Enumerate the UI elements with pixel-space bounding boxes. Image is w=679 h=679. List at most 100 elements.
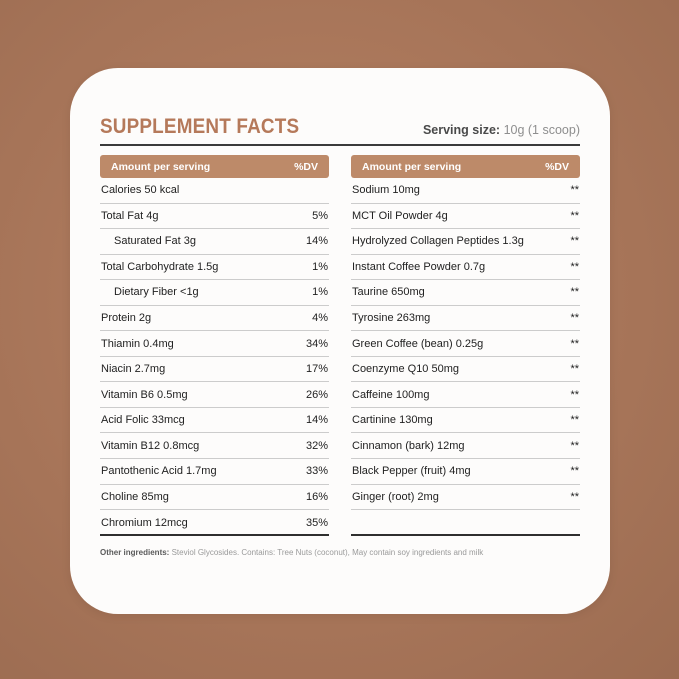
nutrient-label: Saturated Fat 3g bbox=[114, 235, 196, 248]
table-row: Hydrolyzed Collagen Peptides 1.3g ** bbox=[351, 229, 580, 255]
nutrient-label: Vitamin B6 0.5mg bbox=[101, 388, 188, 401]
table-row: Instant Coffee Powder 0.7g ** bbox=[351, 255, 580, 281]
table-row: Niacin 2.7mg 17% bbox=[100, 357, 329, 383]
table-row: Total Fat 4g 5% bbox=[100, 204, 329, 230]
table-row: Vitamin B6 0.5mg 26% bbox=[100, 382, 329, 408]
column-header-dv: %DV bbox=[294, 160, 318, 173]
nutrient-label: Dietary Fiber <1g bbox=[114, 286, 199, 299]
table-row: Pantothenic Acid 1.7mg 33% bbox=[100, 459, 329, 485]
other-ingredients-text: Steviol Glycosides. Contains: Tree Nuts … bbox=[171, 548, 484, 557]
facts-tables: Amount per serving %DV Calories 50 kcal T… bbox=[100, 155, 580, 536]
table-row: Caffeine 100mg ** bbox=[351, 382, 580, 408]
table-row: Tyrosine 263mg ** bbox=[351, 306, 580, 332]
nutrient-label: Pantothenic Acid 1.7mg bbox=[101, 465, 217, 478]
dv-value: ** bbox=[570, 286, 579, 299]
facts-table-left: Amount per serving %DV Calories 50 kcal T… bbox=[100, 155, 329, 536]
dv-value: 1% bbox=[312, 260, 328, 273]
dv-value: ** bbox=[570, 363, 579, 376]
table-body-right: Sodium 10mg ** MCT Oil Powder 4g ** Hydrolyz… bbox=[351, 178, 580, 536]
facts-table-right: Amount per serving %DV Sodium 10mg ** MCT … bbox=[351, 155, 580, 536]
dv-value: ** bbox=[570, 490, 579, 503]
table-row: Green Coffee (bean) 0.25g ** bbox=[351, 331, 580, 357]
nutrient-label: Chromium 12mcg bbox=[101, 516, 188, 529]
table-row: Calories 50 kcal bbox=[100, 178, 329, 204]
table-row: Sodium 10mg ** bbox=[351, 178, 580, 204]
nutrient-label: Ginger (root) 2mg bbox=[352, 490, 439, 503]
serving-size-value: 10g (1 scoop) bbox=[503, 122, 580, 137]
nutrient-label: Protein 2g bbox=[101, 312, 152, 324]
table-row: Thiamin 0.4mg 34% bbox=[100, 331, 329, 357]
dv-value: ** bbox=[570, 235, 579, 248]
table-row: Total Carbohydrate 1.5g 1% bbox=[100, 255, 329, 281]
supplement-facts-card: SUPPLEMENT FACTS Serving size: 10g (1 sc… bbox=[70, 68, 610, 614]
column-header-amount: Amount per serving bbox=[111, 160, 211, 173]
dv-value: ** bbox=[570, 184, 579, 197]
nutrient-label: Caffeine 100mg bbox=[352, 388, 430, 401]
dv-value: 26% bbox=[305, 388, 328, 401]
table-header-left: Amount per serving %DV bbox=[100, 155, 329, 178]
table-header-right: Amount per serving %DV bbox=[351, 155, 580, 178]
table-row: Ginger (root) 2mg ** bbox=[351, 485, 580, 511]
nutrient-label: Vitamin B12 0.8mcg bbox=[101, 439, 200, 452]
dv-value: ** bbox=[570, 465, 579, 478]
nutrient-label: Taurine 650mg bbox=[352, 286, 425, 299]
other-ingredients-label: Other ingredients: bbox=[100, 548, 170, 557]
dv-value: 14% bbox=[305, 235, 328, 248]
dv-value: ** bbox=[570, 439, 579, 452]
dv-value: 32% bbox=[305, 439, 328, 452]
dv-value: 33% bbox=[305, 465, 328, 478]
dv-value: ** bbox=[570, 260, 579, 273]
dv-value: 4% bbox=[312, 312, 328, 324]
column-header-amount: Amount per serving bbox=[362, 160, 462, 173]
label-header: SUPPLEMENT FACTS Serving size: 10g (1 sc… bbox=[100, 116, 580, 146]
nutrient-label: Choline 85mg bbox=[101, 490, 169, 503]
dv-value: 5% bbox=[312, 209, 328, 222]
table-row: Dietary Fiber <1g 1% bbox=[100, 280, 329, 306]
dv-value: 35% bbox=[305, 516, 328, 529]
table-row: Vitamin B12 0.8mcg 32% bbox=[100, 433, 329, 460]
nutrient-label: Total Fat 4g bbox=[101, 209, 159, 222]
table-row: Protein 2g 4% bbox=[100, 306, 329, 332]
dv-value: ** bbox=[570, 209, 579, 222]
nutrient-label: Calories 50 kcal bbox=[101, 184, 180, 197]
nutrient-label: Green Coffee (bean) 0.25g bbox=[352, 337, 484, 350]
table-row: Chromium 12mcg 35% bbox=[100, 510, 329, 536]
nutrient-label: Cartinine 130mg bbox=[352, 414, 433, 427]
table-row: MCT Oil Powder 4g ** bbox=[351, 204, 580, 230]
table-row: Saturated Fat 3g 14% bbox=[100, 229, 329, 255]
dv-value: ** bbox=[570, 312, 579, 324]
dv-value: ** bbox=[570, 337, 579, 350]
page-title: SUPPLEMENT FACTS bbox=[100, 115, 300, 138]
other-ingredients-note: Other ingredients: Steviol Glycosides. C… bbox=[100, 548, 580, 558]
nutrient-label: Coenzyme Q10 50mg bbox=[352, 363, 459, 376]
nutrient-label: Tyrosine 263mg bbox=[352, 312, 431, 324]
dv-value: ** bbox=[570, 388, 579, 401]
nutrient-label: MCT Oil Powder 4g bbox=[352, 209, 448, 222]
nutrient-label: Niacin 2.7mg bbox=[101, 363, 166, 376]
nutrient-label: Black Pepper (fruit) 4mg bbox=[352, 465, 471, 478]
table-body-left: Calories 50 kcal Total Fat 4g 5% Saturated … bbox=[100, 178, 329, 536]
nutrient-label: Instant Coffee Powder 0.7g bbox=[352, 260, 486, 273]
nutrient-label: Thiamin 0.4mg bbox=[101, 337, 174, 350]
table-row: Choline 85mg 16% bbox=[100, 485, 329, 511]
dv-value: 16% bbox=[305, 490, 328, 503]
nutrient-label: Cinnamon (bark) 12mg bbox=[352, 439, 465, 452]
table-row: Cartinine 130mg ** bbox=[351, 408, 580, 434]
nutrient-label: Acid Folic 33mcg bbox=[101, 414, 185, 427]
serving-size-label: Serving size: bbox=[422, 122, 501, 137]
dv-value: ** bbox=[570, 414, 579, 427]
table-row: Cinnamon (bark) 12mg ** bbox=[351, 433, 580, 460]
column-header-dv: %DV bbox=[545, 160, 569, 173]
table-row: Acid Folic 33mcg 14% bbox=[100, 408, 329, 434]
serving-size: Serving size: 10g (1 scoop) bbox=[422, 122, 580, 138]
table-row: Coenzyme Q10 50mg ** bbox=[351, 357, 580, 383]
dv-value: 14% bbox=[305, 414, 328, 427]
nutrient-label: Hydrolyzed Collagen Peptides 1.3g bbox=[352, 235, 524, 248]
table-row: Taurine 650mg ** bbox=[351, 280, 580, 306]
dv-value: 34% bbox=[305, 337, 328, 350]
nutrient-label: Total Carbohydrate 1.5g bbox=[101, 260, 219, 273]
dv-value: 1% bbox=[312, 286, 328, 299]
dv-value: 17% bbox=[305, 363, 328, 376]
table-row: Black Pepper (fruit) 4mg ** bbox=[351, 459, 580, 485]
